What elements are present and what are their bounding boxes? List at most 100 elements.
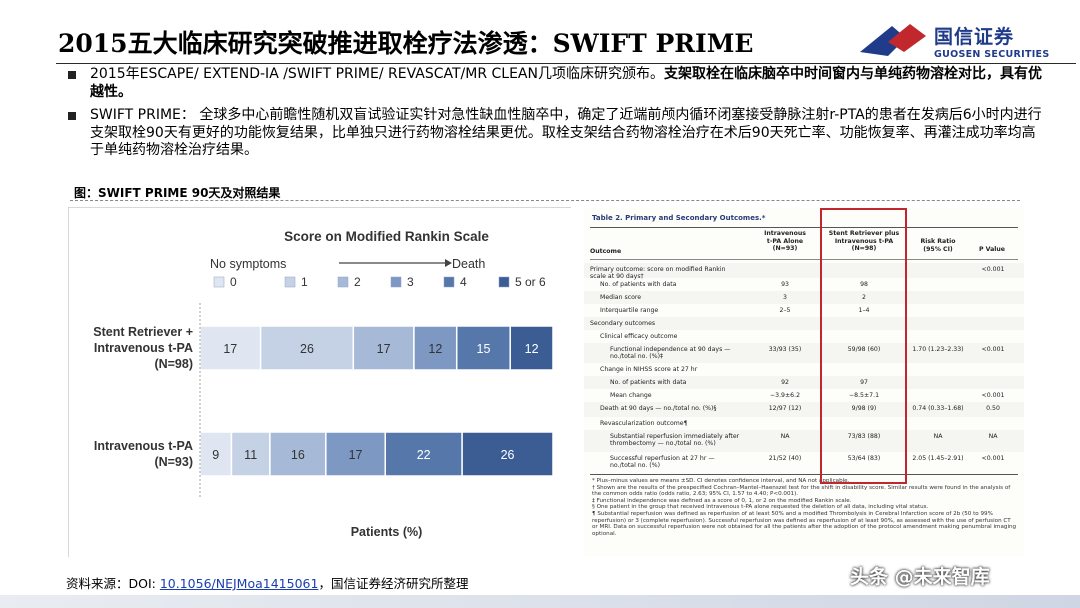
bar-value-label: 22 <box>417 448 431 462</box>
table-cell-iv: −3.9±6.2 <box>769 392 801 399</box>
bullet-square-icon <box>68 71 76 79</box>
table-row: Substantial reperfusion immediately afte… <box>584 430 1024 452</box>
table-cell-stent: 98 <box>860 281 868 288</box>
table-cell-p: 0.50 <box>986 405 1000 412</box>
table-header-p: P Value <box>978 246 1006 253</box>
figure-divider <box>70 200 1020 201</box>
table-cell-p: <0.001 <box>981 455 1005 462</box>
table-rule <box>590 474 1018 475</box>
table-row: Change in NIHSS score at 27 hr <box>584 363 1024 376</box>
table-cell-iv: 2–5 <box>779 307 791 314</box>
header-line: (N=93) <box>772 245 798 252</box>
table-cell-iv: 3 <box>783 294 787 301</box>
table-cell-stent: 59/98 (60) <box>847 346 881 353</box>
table-row: Secondary outcomes <box>584 317 1024 330</box>
table-row: Successful reperfusion at 27 hr — no./to… <box>584 452 1024 472</box>
category-label: Intravenous t-PA <box>94 341 193 355</box>
table-header-iv: Intravenous t-PA Alone (N=93) <box>752 230 818 253</box>
legend-label: 3 <box>407 275 414 289</box>
table-cell-risk: 2.05 (1.45–2.91) <box>912 455 964 462</box>
bullet-text: 2015年ESCAPE/ EXTEND-IA /SWIFT PRIME/ REV… <box>90 66 664 82</box>
bar-value-label: 17 <box>349 448 363 462</box>
category-label: Stent Retriever + <box>93 325 193 339</box>
slide-title: 2015五大临床研究突破推进取栓疗法渗透：SWIFT PRIME <box>58 29 754 58</box>
table-cell-outcome: Death at 90 days — no./total no. (%)§ <box>600 405 717 412</box>
table-header-stent: Stent Retriever plus Intravenous t-PA (N… <box>822 230 906 253</box>
table-rule <box>590 259 1018 260</box>
table-cell-outcome: Median score <box>600 294 642 301</box>
legend-swatch <box>498 276 510 288</box>
table-cell-iv: 12/97 (12) <box>768 405 802 412</box>
table-cell-outcome: No. of patients with data <box>600 281 677 288</box>
logo-chinese-name: 国信证券 <box>934 26 1015 48</box>
table-cell-stent: 9/98 (9) <box>851 405 877 412</box>
table-cell-risk: NA <box>933 433 943 440</box>
legend-label: 1 <box>301 275 308 289</box>
legend-label: 0 <box>230 275 237 289</box>
table-row: Clinical efficacy outcome <box>584 330 1024 343</box>
table-cell-outcome: No. of patients with data <box>610 379 687 386</box>
bar-segment <box>384 431 463 477</box>
table-footnote: * Plus–minus values are means ±SD. CI de… <box>592 478 850 484</box>
chart-background <box>69 208 572 558</box>
table-footnote: § One patient in the group that received… <box>592 504 929 511</box>
highlight-box-stent-column <box>820 208 907 484</box>
table-cell-outcome: Substantial reperfusion immediately afte… <box>610 433 740 447</box>
table-row: Mean change −3.9±6.2 −8.5±7.1 <0.001 <box>584 389 1024 402</box>
table-cell-outcome: Clinical efficacy outcome <box>600 333 678 340</box>
table-cell-outcome: Mean change <box>610 392 652 399</box>
bar-value-label: 12 <box>428 342 442 356</box>
source-suffix: ，国信证券经济研究所整理 <box>318 576 469 591</box>
table-cell-iv: 33/93 (35) <box>768 346 802 353</box>
scale-left-label: No symptoms <box>210 257 286 271</box>
bar-value-label: 11 <box>244 448 257 462</box>
bar-value-label: 9 <box>212 448 219 462</box>
bullet-item: 2015年ESCAPE/ EXTEND-IA /SWIFT PRIME/ REV… <box>68 66 1048 101</box>
table-cell-iv: 93 <box>781 281 789 288</box>
bar-value-label: 16 <box>291 448 305 462</box>
bar-segment <box>509 325 554 371</box>
table-footnotes: * Plus–minus values are means ±SD. CI de… <box>592 478 1018 537</box>
bar-segment <box>461 431 554 477</box>
guosen-logo: 国信证券 GUOSEN SECURITIES <box>858 18 1068 66</box>
guosen-logo-icon <box>860 24 926 56</box>
bar-segment <box>199 325 262 371</box>
mrs-chart-panel: Score on Modified Rankin Scale No symptom… <box>68 207 572 558</box>
bar-segment <box>352 325 415 371</box>
header-line: Risk Ratio <box>920 238 956 245</box>
bar-segment <box>325 431 386 477</box>
source-line: 资料来源：DOI: 10.1056/NEJMoa1415061，国信证券经济研究… <box>66 573 468 592</box>
category-label: Intravenous t-PA <box>94 439 193 453</box>
table-cell-outcome: Secondary outcomes <box>590 320 656 327</box>
header-line: (N=98) <box>851 245 877 252</box>
table-cell-stent: 97 <box>860 379 868 386</box>
legend-label: 5 or 6 <box>515 275 546 289</box>
bar-segment <box>199 431 233 477</box>
table-cell-p: <0.001 <box>981 266 1005 273</box>
legend-swatch <box>284 276 296 288</box>
bullet-square-icon <box>68 112 76 120</box>
scale-right-label: Death <box>452 257 485 271</box>
outcomes-table: Table 2. Primary and Secondary Outcomes.… <box>584 208 1024 556</box>
table-cell-outcome: Change in NIHSS score at 27 hr <box>600 366 698 373</box>
doi-link[interactable]: 10.1056/NEJMoa1415061 <box>159 576 319 591</box>
bar-segment <box>455 325 511 371</box>
bullet-item: SWIFT PRIME： 全球多中心前瞻性随机双盲试验证实针对急性缺血性脑卒中，… <box>68 107 1048 160</box>
footer-band <box>0 595 1080 608</box>
table-cell-outcome: Revascularization outcome¶ <box>600 420 688 427</box>
table-row: Interquartile range 2–5 1–4 <box>584 304 1024 317</box>
title-divider <box>56 63 1076 64</box>
bullet-text: SWIFT PRIME： 全球多中心前瞻性随机双盲试验证实针对急性缺血性脑卒中，… <box>90 107 1042 158</box>
legend-label: 2 <box>354 275 361 289</box>
x-axis-label: Patients (%) <box>351 525 423 539</box>
bar-value-label: 26 <box>501 448 515 462</box>
legend-swatch <box>390 276 402 288</box>
bar-value-label: 26 <box>300 342 314 356</box>
legend-swatch <box>443 276 455 288</box>
table-cell-stent: 73/83 (88) <box>847 433 881 440</box>
bar-segment <box>413 325 458 371</box>
source-prefix: 资料来源：DOI: <box>66 576 160 591</box>
table-cell-p: <0.001 <box>981 392 1005 399</box>
bar-value-label: 12 <box>525 342 539 356</box>
bullet-list: 2015年ESCAPE/ EXTEND-IA /SWIFT PRIME/ REV… <box>68 66 1048 166</box>
